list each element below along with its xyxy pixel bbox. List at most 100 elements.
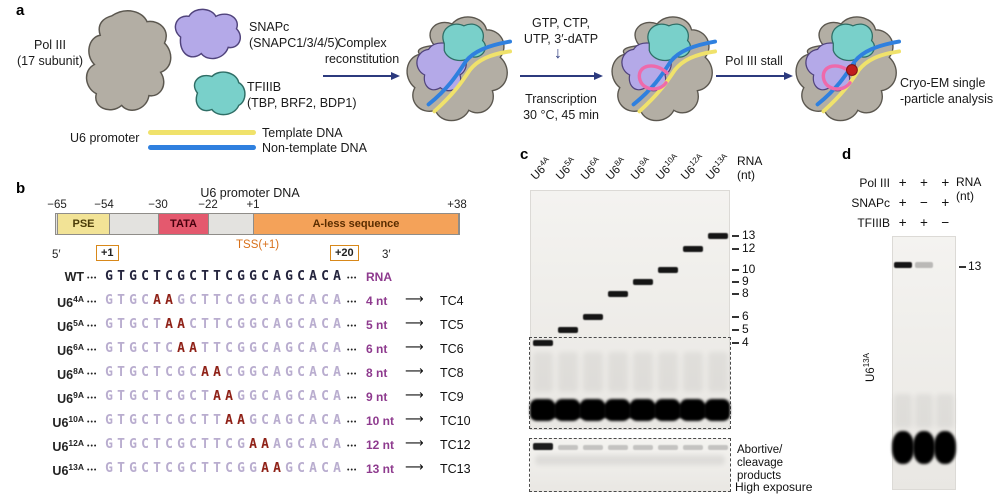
sequence-row: U68A ••• G T G C T C G C A A C G G C A G C A C A ••• 8 nt ⟶ TC8	[0, 364, 520, 384]
nucleotide: G	[285, 413, 293, 428]
ellipsis: •••	[87, 419, 98, 426]
nucleotide: C	[141, 317, 149, 332]
nucleotide: C	[189, 413, 197, 428]
high-exposure-band	[707, 445, 728, 450]
nucleotide: G	[237, 293, 245, 308]
abortive-band	[580, 399, 605, 421]
nucleotide: G	[105, 437, 113, 452]
nucleotide: C	[321, 389, 329, 404]
complex-stalled	[794, 14, 902, 123]
high-exposure-band	[532, 443, 553, 450]
nucleotide: A	[225, 413, 233, 428]
nucleotide: C	[189, 365, 197, 380]
nucleotide: A	[273, 317, 281, 332]
pol3-blob	[85, 10, 172, 111]
nucleotide: C	[261, 389, 269, 404]
promoter-coordinate: +1	[246, 199, 260, 211]
lane-label-sup: 13A	[711, 151, 729, 169]
ellipsis: •••	[347, 419, 358, 426]
nucleotide: T	[201, 437, 209, 452]
nucleotide: T	[153, 413, 161, 428]
nucleotide: C	[297, 341, 305, 356]
abortive-band	[705, 399, 730, 421]
nucleotide: C	[321, 365, 329, 380]
tc-label: TC5	[440, 318, 464, 332]
nucleotide: G	[105, 365, 113, 380]
factor-presence: −	[941, 215, 950, 230]
nucleotide: C	[321, 269, 329, 284]
nucleotide: C	[189, 293, 197, 308]
tfiiib-blob	[193, 71, 246, 116]
sequence-row: U65A ••• G T G C T A A C T T C G G C A G C A C A ••• 5 nt ⟶ TC5	[0, 316, 520, 336]
ellipsis: •••	[347, 299, 358, 306]
plus20-box: +20	[330, 245, 359, 261]
nucleotide: T	[153, 341, 161, 356]
nontemplate-dna-label: Non-template DNA	[262, 141, 367, 155]
construct-name: U66A	[57, 342, 84, 359]
nucleotide: C	[189, 437, 197, 452]
nucleotide: C	[141, 413, 149, 428]
ellipsis: •••	[87, 299, 98, 306]
construct-name: U65A	[57, 318, 84, 335]
marker-13: 13	[968, 259, 982, 273]
complex-reconstituted	[405, 14, 513, 123]
reaction-arrow-1	[323, 71, 400, 80]
factor-presence: +	[920, 215, 928, 230]
gel-lane-label: U69A	[628, 154, 651, 183]
ellipsis: •••	[347, 347, 358, 354]
nucleotide: A	[333, 317, 341, 332]
ellipsis: •••	[347, 275, 358, 282]
nucleotide: A	[273, 461, 281, 476]
gel-smear	[657, 352, 678, 392]
promoter-coordinate: −22	[198, 199, 218, 211]
gel-smear	[607, 352, 628, 392]
nucleotide: T	[201, 269, 209, 284]
nucleotide: C	[141, 461, 149, 476]
nucleotide: C	[165, 341, 173, 356]
nucleotide: A	[225, 389, 233, 404]
nucleotide: G	[249, 365, 257, 380]
nucleotide: A	[333, 293, 341, 308]
nucleotide: G	[177, 413, 185, 428]
nucleotide: G	[285, 269, 293, 284]
nucleotide: A	[273, 437, 281, 452]
tc-label: TC10	[440, 414, 471, 428]
construct-name: U613A	[52, 462, 84, 479]
tc-label: TC4	[440, 294, 464, 308]
promoter-coordinate: −65	[47, 199, 67, 211]
pellet-band	[934, 431, 957, 464]
nucleotide: A	[309, 461, 317, 476]
nucleotide: G	[105, 269, 113, 284]
nucleotide: A	[333, 461, 341, 476]
gel-band	[582, 314, 603, 320]
nucleotide: C	[189, 461, 197, 476]
rna-length-label: 6 nt	[366, 342, 388, 356]
nucleotide: A	[237, 413, 245, 428]
gel-smear	[707, 352, 728, 392]
construct-name: U612A	[52, 438, 84, 455]
gel-smear	[582, 352, 603, 392]
nucleotide: G	[285, 293, 293, 308]
promoter-title: U6 promoter DNA	[200, 186, 300, 200]
construct-sup: 4A	[73, 294, 84, 304]
transcription-label: Transcription 30 °C, 45 min	[523, 92, 599, 122]
nucleotide: C	[141, 365, 149, 380]
nucleotide: G	[129, 437, 137, 452]
gel-smear	[915, 394, 933, 428]
gel-band	[915, 262, 933, 268]
nucleotide: C	[297, 269, 305, 284]
boxed-region-high-exposure	[529, 438, 731, 492]
lane-label-sup: 9A	[636, 154, 651, 169]
nucleotide: A	[201, 365, 209, 380]
nucleotide: G	[105, 413, 113, 428]
rna-length-label: 13 nt	[366, 462, 395, 476]
rna-nt-label-c: RNA (nt)	[737, 154, 763, 182]
u6-promoter-label: U6 promoter	[70, 131, 140, 145]
arrow-icon: ⟶	[405, 388, 424, 403]
nucleotide: A	[273, 293, 281, 308]
construct-name: U610A	[52, 414, 84, 431]
ellipsis: •••	[87, 395, 98, 402]
